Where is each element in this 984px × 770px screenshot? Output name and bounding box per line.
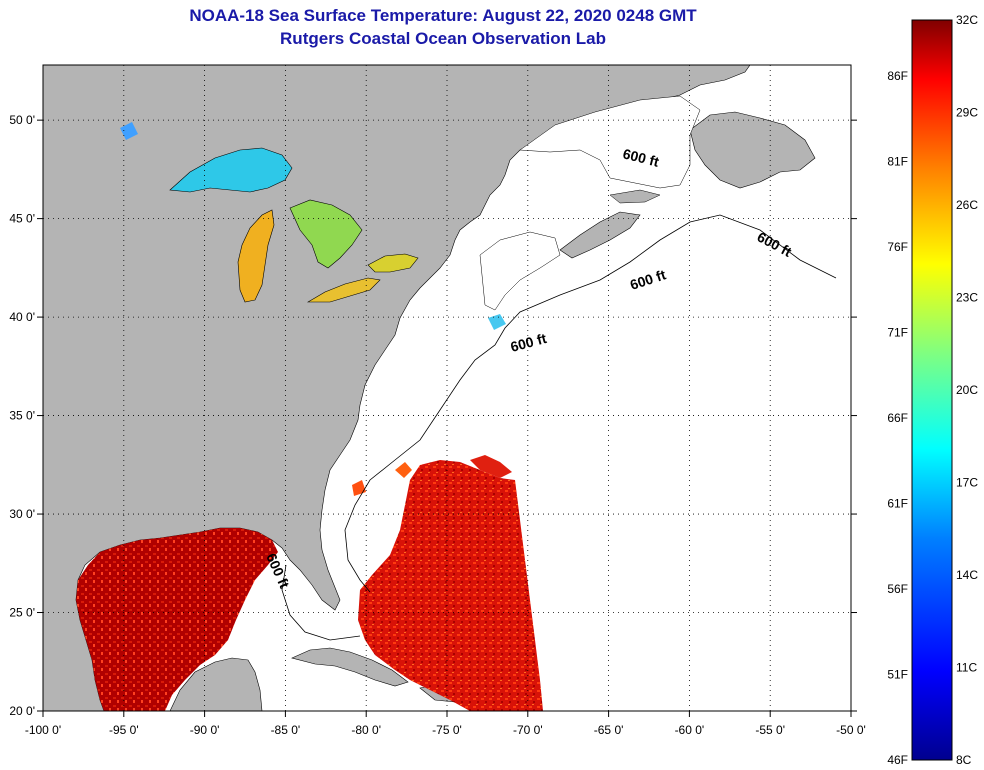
colorbar-fahrenheit-label: 86F bbox=[887, 69, 908, 83]
colorbar-fahrenheit-label: 51F bbox=[887, 668, 908, 682]
lon-label: -65 0' bbox=[594, 723, 624, 737]
colorbar-fahrenheit-label: 76F bbox=[887, 240, 908, 254]
lon-label: -55 0' bbox=[755, 723, 785, 737]
lat-label: 30 0' bbox=[9, 507, 35, 521]
colorbar-celsius-label: 32C bbox=[956, 13, 978, 27]
colorbar-fahrenheit-label: 56F bbox=[887, 582, 908, 596]
lon-label: -95 0' bbox=[109, 723, 139, 737]
colorbar-celsius-label: 26C bbox=[956, 198, 978, 212]
lat-label: 25 0' bbox=[9, 606, 35, 620]
lon-label: -75 0' bbox=[432, 723, 462, 737]
lake-huron bbox=[289, 199, 363, 269]
lon-label: -60 0' bbox=[675, 723, 705, 737]
lon-label: -90 0' bbox=[190, 723, 220, 737]
lon-label: -70 0' bbox=[513, 723, 543, 737]
colorbar-celsius-label: 17C bbox=[956, 476, 978, 490]
lat-label: 45 0' bbox=[9, 212, 35, 226]
land-nova-scotia bbox=[559, 211, 641, 259]
colorbar-fahrenheit-label: 71F bbox=[887, 326, 908, 340]
colorbar-fahrenheit-label: 46F bbox=[887, 753, 908, 767]
lon-label: -100 0' bbox=[25, 723, 61, 737]
lon-label: -50 0' bbox=[836, 723, 866, 737]
gulf-of-maine bbox=[479, 231, 561, 311]
colorbar-celsius-label: 8C bbox=[956, 753, 972, 767]
axis-ticks: -100 0' -95 0' -90 0' -85 0' -80 0' -75 0' -70… bbox=[9, 113, 865, 737]
land-yucatan bbox=[169, 657, 263, 711]
colorbar-celsius-label: 14C bbox=[956, 568, 978, 582]
colorbar-celsius-label: 20C bbox=[956, 383, 978, 397]
lake-ontario bbox=[367, 253, 419, 273]
lake-superior bbox=[169, 147, 293, 193]
colorbar-ticks: 32C 29C 26C 23C 20C 17C 14C 11C 8C 86F 81F 76F 71F 66… bbox=[887, 13, 978, 767]
colorbar bbox=[911, 19, 953, 761]
lat-label: 35 0' bbox=[9, 409, 35, 423]
colorbar-fahrenheit-label: 61F bbox=[887, 497, 908, 511]
lake-michigan bbox=[237, 209, 275, 303]
sst-patch-5 bbox=[120, 122, 138, 140]
lon-label: -85 0' bbox=[271, 723, 301, 737]
lake-erie bbox=[306, 277, 381, 303]
sst-patch-1 bbox=[470, 455, 512, 478]
colorbar-celsius-label: 23C bbox=[956, 291, 978, 305]
gulf-st-lawrence bbox=[519, 95, 701, 189]
isobath-600ft bbox=[281, 214, 837, 641]
land-pei bbox=[609, 189, 661, 204]
lat-label: 40 0' bbox=[9, 310, 35, 324]
land-cuba bbox=[291, 647, 409, 687]
sst-gulf-of-mexico bbox=[76, 528, 278, 711]
colorbar-celsius-label: 29C bbox=[956, 106, 978, 120]
sst-gulf-stream bbox=[358, 460, 543, 711]
lat-label: 50 0' bbox=[9, 113, 35, 127]
colorbar-fahrenheit-label: 81F bbox=[887, 155, 908, 169]
land-newfoundland bbox=[689, 111, 816, 189]
colorbar-fahrenheit-label: 66F bbox=[887, 411, 908, 425]
sst-patch-2 bbox=[395, 462, 412, 478]
sst-patch-3 bbox=[488, 314, 506, 330]
map-title: NOAA-18 Sea Surface Temperature: August … bbox=[189, 6, 697, 25]
colorbar-celsius-label: 11C bbox=[956, 661, 977, 675]
lon-label: -80 0' bbox=[351, 723, 381, 737]
lat-label: 20 0' bbox=[9, 704, 35, 718]
map-subtitle: Rutgers Coastal Ocean Observation Lab bbox=[280, 29, 606, 48]
